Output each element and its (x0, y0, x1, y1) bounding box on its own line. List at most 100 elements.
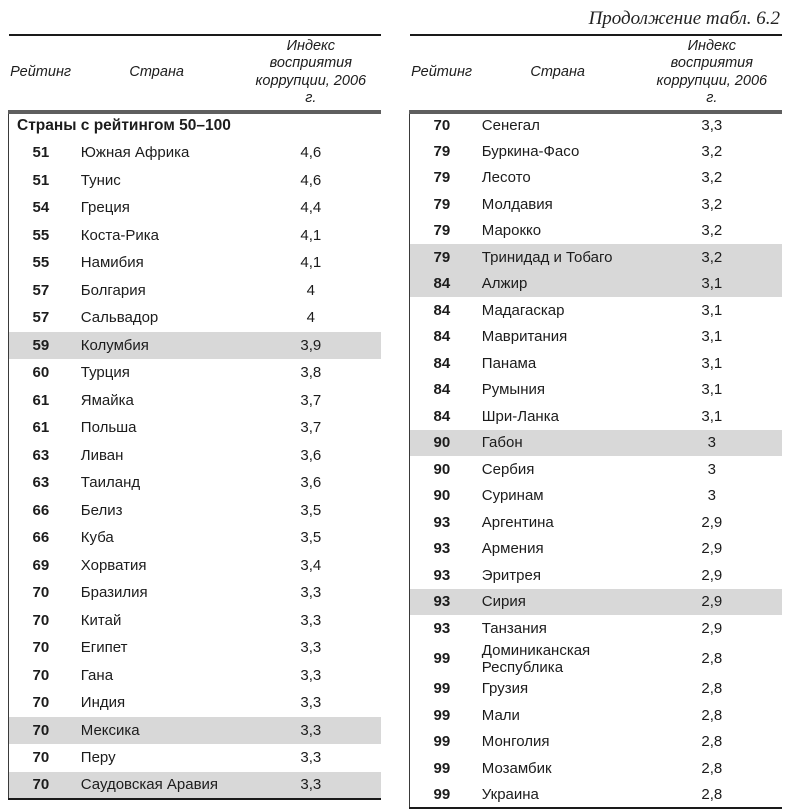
rating-cell: 51 (32, 171, 50, 189)
rating-cell: 55 (32, 254, 50, 272)
table-header: Рейтинг Страна Индекс восприятия коррупц… (8, 35, 381, 112)
country-cell: Мозамбик (481, 759, 552, 777)
country-cell: Сирия (481, 593, 526, 611)
index-cell: 3,3 (300, 666, 322, 684)
rating-cell: 70 (32, 639, 50, 657)
country-cell: Армения (481, 540, 544, 558)
table-row: 93 Эритрея 2,9 (410, 562, 783, 589)
country-cell: Ямайка (80, 391, 134, 409)
index-cell: 3,2 (701, 248, 723, 266)
index-cell: 4,6 (300, 144, 322, 162)
rating-cell: 99 (433, 706, 451, 724)
section-header-row: Страны с рейтингом 50–100 (9, 112, 382, 140)
table-row: 63 Ливан 3,6 (9, 442, 382, 470)
table-row: 55 Намибия 4,1 (9, 249, 382, 277)
table-row: 70 Индия 3,3 (9, 689, 382, 717)
index-cell: 3 (707, 460, 716, 478)
country-cell: Алжир (481, 275, 528, 293)
rating-cell: 54 (32, 199, 50, 217)
index-cell: 3,3 (300, 694, 322, 712)
country-cell: Южная Африка (80, 144, 190, 162)
rating-cell: 99 (433, 680, 451, 698)
index-cell: 3,6 (300, 474, 322, 492)
index-cell: 2,8 (701, 733, 723, 751)
rating-cell: 70 (32, 611, 50, 629)
country-cell: Буркина-Фасо (481, 142, 580, 160)
table-header: Рейтинг Страна Индекс восприятия коррупц… (409, 35, 782, 112)
index-cell: 3,1 (701, 328, 723, 346)
table-row: 93 Сирия 2,9 (409, 588, 782, 616)
index-cell: 3 (707, 487, 716, 505)
table-row: 70 Мексика 3,3 (8, 716, 381, 745)
country-cell: Гана (80, 666, 114, 684)
table-body: Страны с рейтингом 50–100 51 Южная Африка 4… (8, 111, 382, 800)
table-row: 84 Алжир 3,1 (409, 270, 782, 298)
table-row: 79 Молдавия 3,2 (410, 191, 783, 218)
country-cell: Коста-Рика (80, 226, 160, 244)
country-cell: Польша (80, 419, 137, 437)
rating-cell: 63 (32, 474, 50, 492)
table-row: 79 Марокко 3,2 (410, 218, 783, 245)
table-row: 57 Сальвадор 4 (9, 304, 382, 332)
rating-cell: 63 (32, 446, 50, 464)
table-row: 84 Мавритания 3,1 (410, 324, 783, 351)
index-cell: 4,4 (300, 199, 322, 217)
table-row: 51 Тунис 4,6 (9, 167, 382, 195)
table-row: 99 Монголия 2,8 (410, 729, 783, 756)
table-row: 79 Лесото 3,2 (410, 165, 783, 192)
index-cell: 3,7 (300, 391, 322, 409)
table-row: 59 Колумбия 3,9 (8, 331, 381, 360)
rating-cell: 93 (433, 540, 451, 558)
index-cell: 2,8 (701, 706, 723, 724)
rating-cell: 70 (32, 721, 50, 739)
table-row: 84 Мадагаскар 3,1 (410, 297, 783, 324)
index-cell: 3,3 (701, 117, 723, 135)
table-row: 79 Буркина-Фасо 3,2 (410, 138, 783, 165)
country-cell: Греция (80, 199, 130, 217)
column-header-rating: Рейтинг (10, 64, 72, 81)
index-cell: 4,1 (300, 254, 322, 272)
corruption-table-right: Рейтинг Страна Индекс восприятия коррупц… (409, 34, 782, 809)
rating-cell: 84 (433, 381, 451, 399)
country-cell: Мексика (80, 721, 140, 739)
country-cell: Перу (80, 749, 116, 767)
rating-cell: 57 (32, 309, 50, 327)
index-cell: 4 (306, 281, 315, 299)
index-cell: 3,7 (300, 419, 322, 437)
rating-cell: 79 (433, 169, 451, 187)
country-cell: Мадагаскар (481, 301, 565, 319)
rating-cell: 70 (32, 694, 50, 712)
rating-cell: 90 (433, 460, 451, 478)
rating-cell: 90 (433, 434, 451, 452)
table-row: 90 Габон 3 (409, 429, 782, 457)
country-cell: Тринидад и Тобаго (481, 248, 613, 266)
rating-cell: 79 (433, 248, 451, 266)
country-cell: Саудовская Аравия (80, 776, 219, 794)
column-header-index: Индекс восприятия коррупции, 2006 г. (656, 38, 768, 107)
country-cell: Египет (80, 639, 128, 657)
table-row: 93 Аргентина 2,9 (410, 509, 783, 536)
index-cell: 3,6 (300, 446, 322, 464)
page-title: Продолжение табл. 6.2 (588, 8, 780, 29)
rating-cell: 99 (433, 650, 451, 668)
rating-cell: 84 (433, 407, 451, 425)
country-cell: Панама (481, 354, 537, 372)
index-cell: 2,9 (701, 513, 723, 531)
rating-cell: 90 (433, 487, 451, 505)
table-row: 93 Танзания 2,9 (410, 615, 783, 642)
rating-cell: 70 (32, 584, 50, 602)
rating-cell: 70 (32, 666, 50, 684)
index-cell: 4,1 (300, 226, 322, 244)
table-row: 61 Ямайка 3,7 (9, 387, 382, 415)
country-cell: Мавритания (481, 328, 568, 346)
rating-cell: 69 (32, 556, 50, 574)
index-cell: 3,3 (300, 611, 322, 629)
country-cell: Хорватия (80, 556, 147, 574)
index-cell: 3,5 (300, 529, 322, 547)
table-row: 84 Шри-Ланка 3,1 (410, 403, 783, 430)
rating-cell: 99 (433, 759, 451, 777)
country-cell: Марокко (481, 222, 542, 240)
index-cell: 3,2 (701, 142, 723, 160)
country-cell: Эритрея (481, 566, 541, 584)
index-cell: 3,2 (701, 222, 723, 240)
